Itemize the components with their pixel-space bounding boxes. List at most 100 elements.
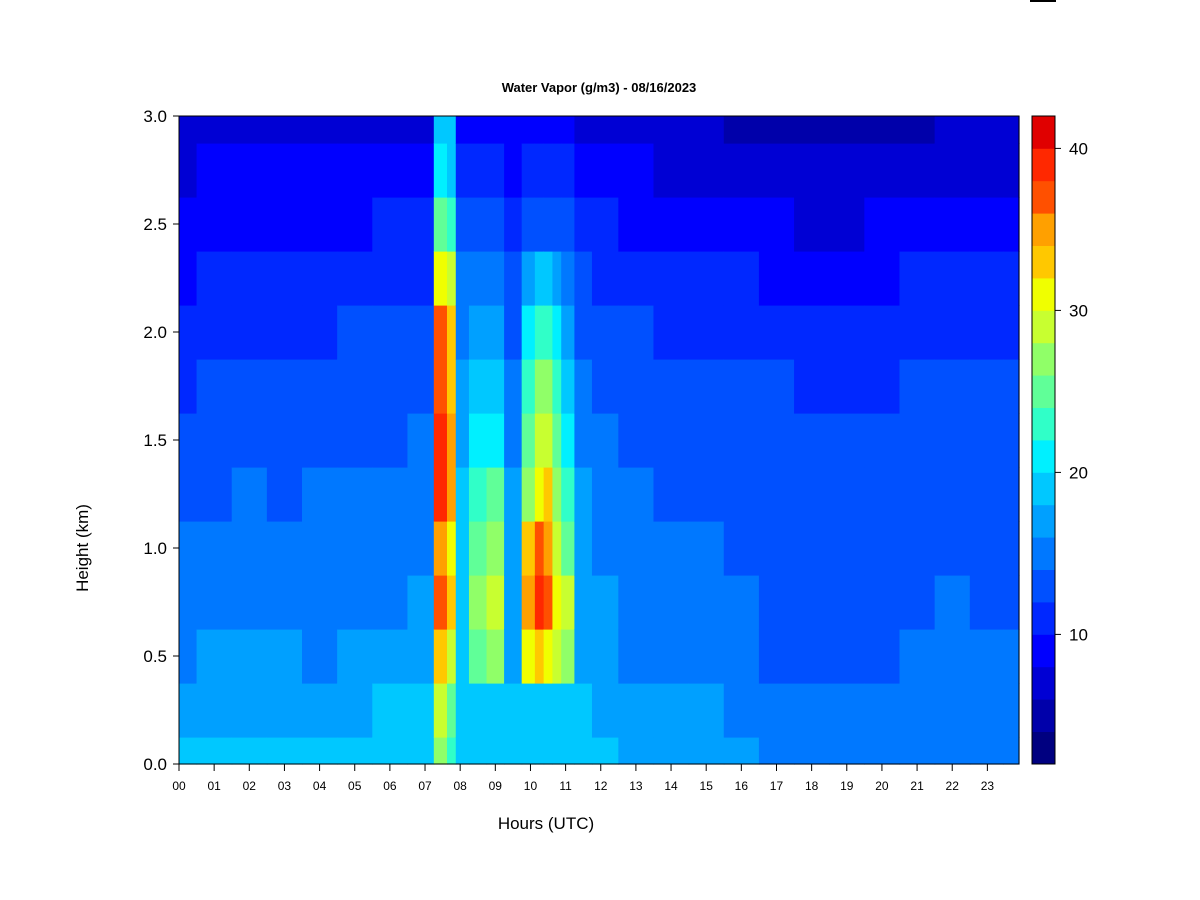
heatmap-cell [653,197,690,252]
heatmap-cell [829,413,865,468]
heatmap-cell [723,143,760,198]
heatmap-cell [372,737,409,765]
heatmap-cell [179,116,198,144]
x-tick-label: 16 [735,779,749,793]
heatmap-cell [969,305,1004,360]
heatmap-cell [934,197,971,252]
heatmap-cell [231,143,268,198]
x-tick-label: 02 [243,779,257,793]
heatmap-cell [302,737,338,765]
heatmap-cell [504,683,523,738]
heatmap-cell [794,521,830,576]
heatmap-cell [446,251,457,306]
colorbar-band [1032,602,1055,635]
heatmap-cell [969,413,1004,468]
heatmap-cell [574,629,593,684]
heatmap-cell [504,197,523,252]
heatmap-cell [534,683,545,738]
heatmap-cell [407,683,435,738]
x-tick-label: 20 [875,779,889,793]
heatmap-cell [591,116,619,144]
heatmap-cell [407,629,435,684]
heatmap-cell [504,143,523,198]
heatmap-cell [758,629,795,684]
heatmap-cell [455,467,470,522]
heatmap-cell [591,143,619,198]
heatmap-cell [302,413,338,468]
heatmap-cell [534,575,545,630]
heatmap-cell [758,251,795,306]
colorbar-tick-label: 20 [1069,463,1088,482]
heatmap-cell [794,359,830,414]
heatmap-cell [196,359,233,414]
heatmap-cell [407,116,435,144]
heatmap-cell [534,521,545,576]
heatmap-cell [969,116,1004,144]
heatmap-cell [552,521,562,576]
colorbar-band [1032,666,1055,700]
heatmap-cell [231,305,268,360]
heatmap-cell [521,143,536,198]
heatmap-cell [302,467,338,522]
heatmap-cell [266,251,303,306]
x-tick-label: 04 [313,779,327,793]
heatmap-cell [231,413,268,468]
heatmap-cell [561,521,575,576]
x-tick-label: 07 [418,779,432,793]
heatmap-cell [337,737,373,765]
heatmap-cell [504,359,523,414]
heatmap-cell [758,683,795,738]
heatmap-cell [574,143,593,198]
heatmap-cell [1003,116,1020,144]
heatmap-cell [829,143,865,198]
heatmap-cell [829,521,865,576]
y-tick-label: 0.5 [143,647,167,666]
heatmap-cell [455,116,470,144]
heatmap-cell [758,359,795,414]
heatmap-cell [266,737,303,765]
heatmap-cell [688,683,725,738]
heatmap-cell [591,359,619,414]
heatmap-cell [504,575,523,630]
heatmap-cell [302,683,338,738]
heatmap-cell [433,683,448,738]
heatmap-cell [266,683,303,738]
heatmap-cell [372,143,409,198]
heatmap-cell [1003,197,1020,252]
heatmap-cell [934,413,971,468]
colorbar-band [1032,310,1055,344]
heatmap-cell [618,413,655,468]
colorbar-band [1032,407,1055,441]
heatmap-cell [231,629,268,684]
heatmap-cell [446,197,457,252]
heatmap-cell [337,413,373,468]
heatmap-cell [179,359,198,414]
heatmap-cell [688,197,725,252]
heatmap-cell [688,116,725,144]
heatmap-cell [574,737,593,765]
heatmap-cell [486,359,505,414]
heatmap-cell [618,359,655,414]
heatmap-cell [829,197,865,252]
colorbar-band [1032,278,1055,311]
heatmap-cell [688,359,725,414]
heatmap-cell [552,251,562,306]
heatmap-cell [969,521,1004,576]
heatmap-cell [574,251,593,306]
heatmap-cell [653,575,690,630]
heatmap-cell [433,575,448,630]
heatmap-cell [468,359,488,414]
heatmap-cell [723,116,760,144]
heatmap-cell [455,305,470,360]
heatmap-cell [618,521,655,576]
heatmap-cell [618,683,655,738]
heatmap-cell [446,359,457,414]
heatmap-cell [407,197,435,252]
x-axis: 00 01 02 03 04 05 06 07 08 09 10 11 12 13 14 15 16 17 18 19… [172,764,994,793]
y-tick-label: 3.0 [143,107,167,126]
x-tick-label: 13 [629,779,643,793]
heatmap-cell [794,413,830,468]
heatmap-cell [179,305,198,360]
heatmap-cell [723,629,760,684]
